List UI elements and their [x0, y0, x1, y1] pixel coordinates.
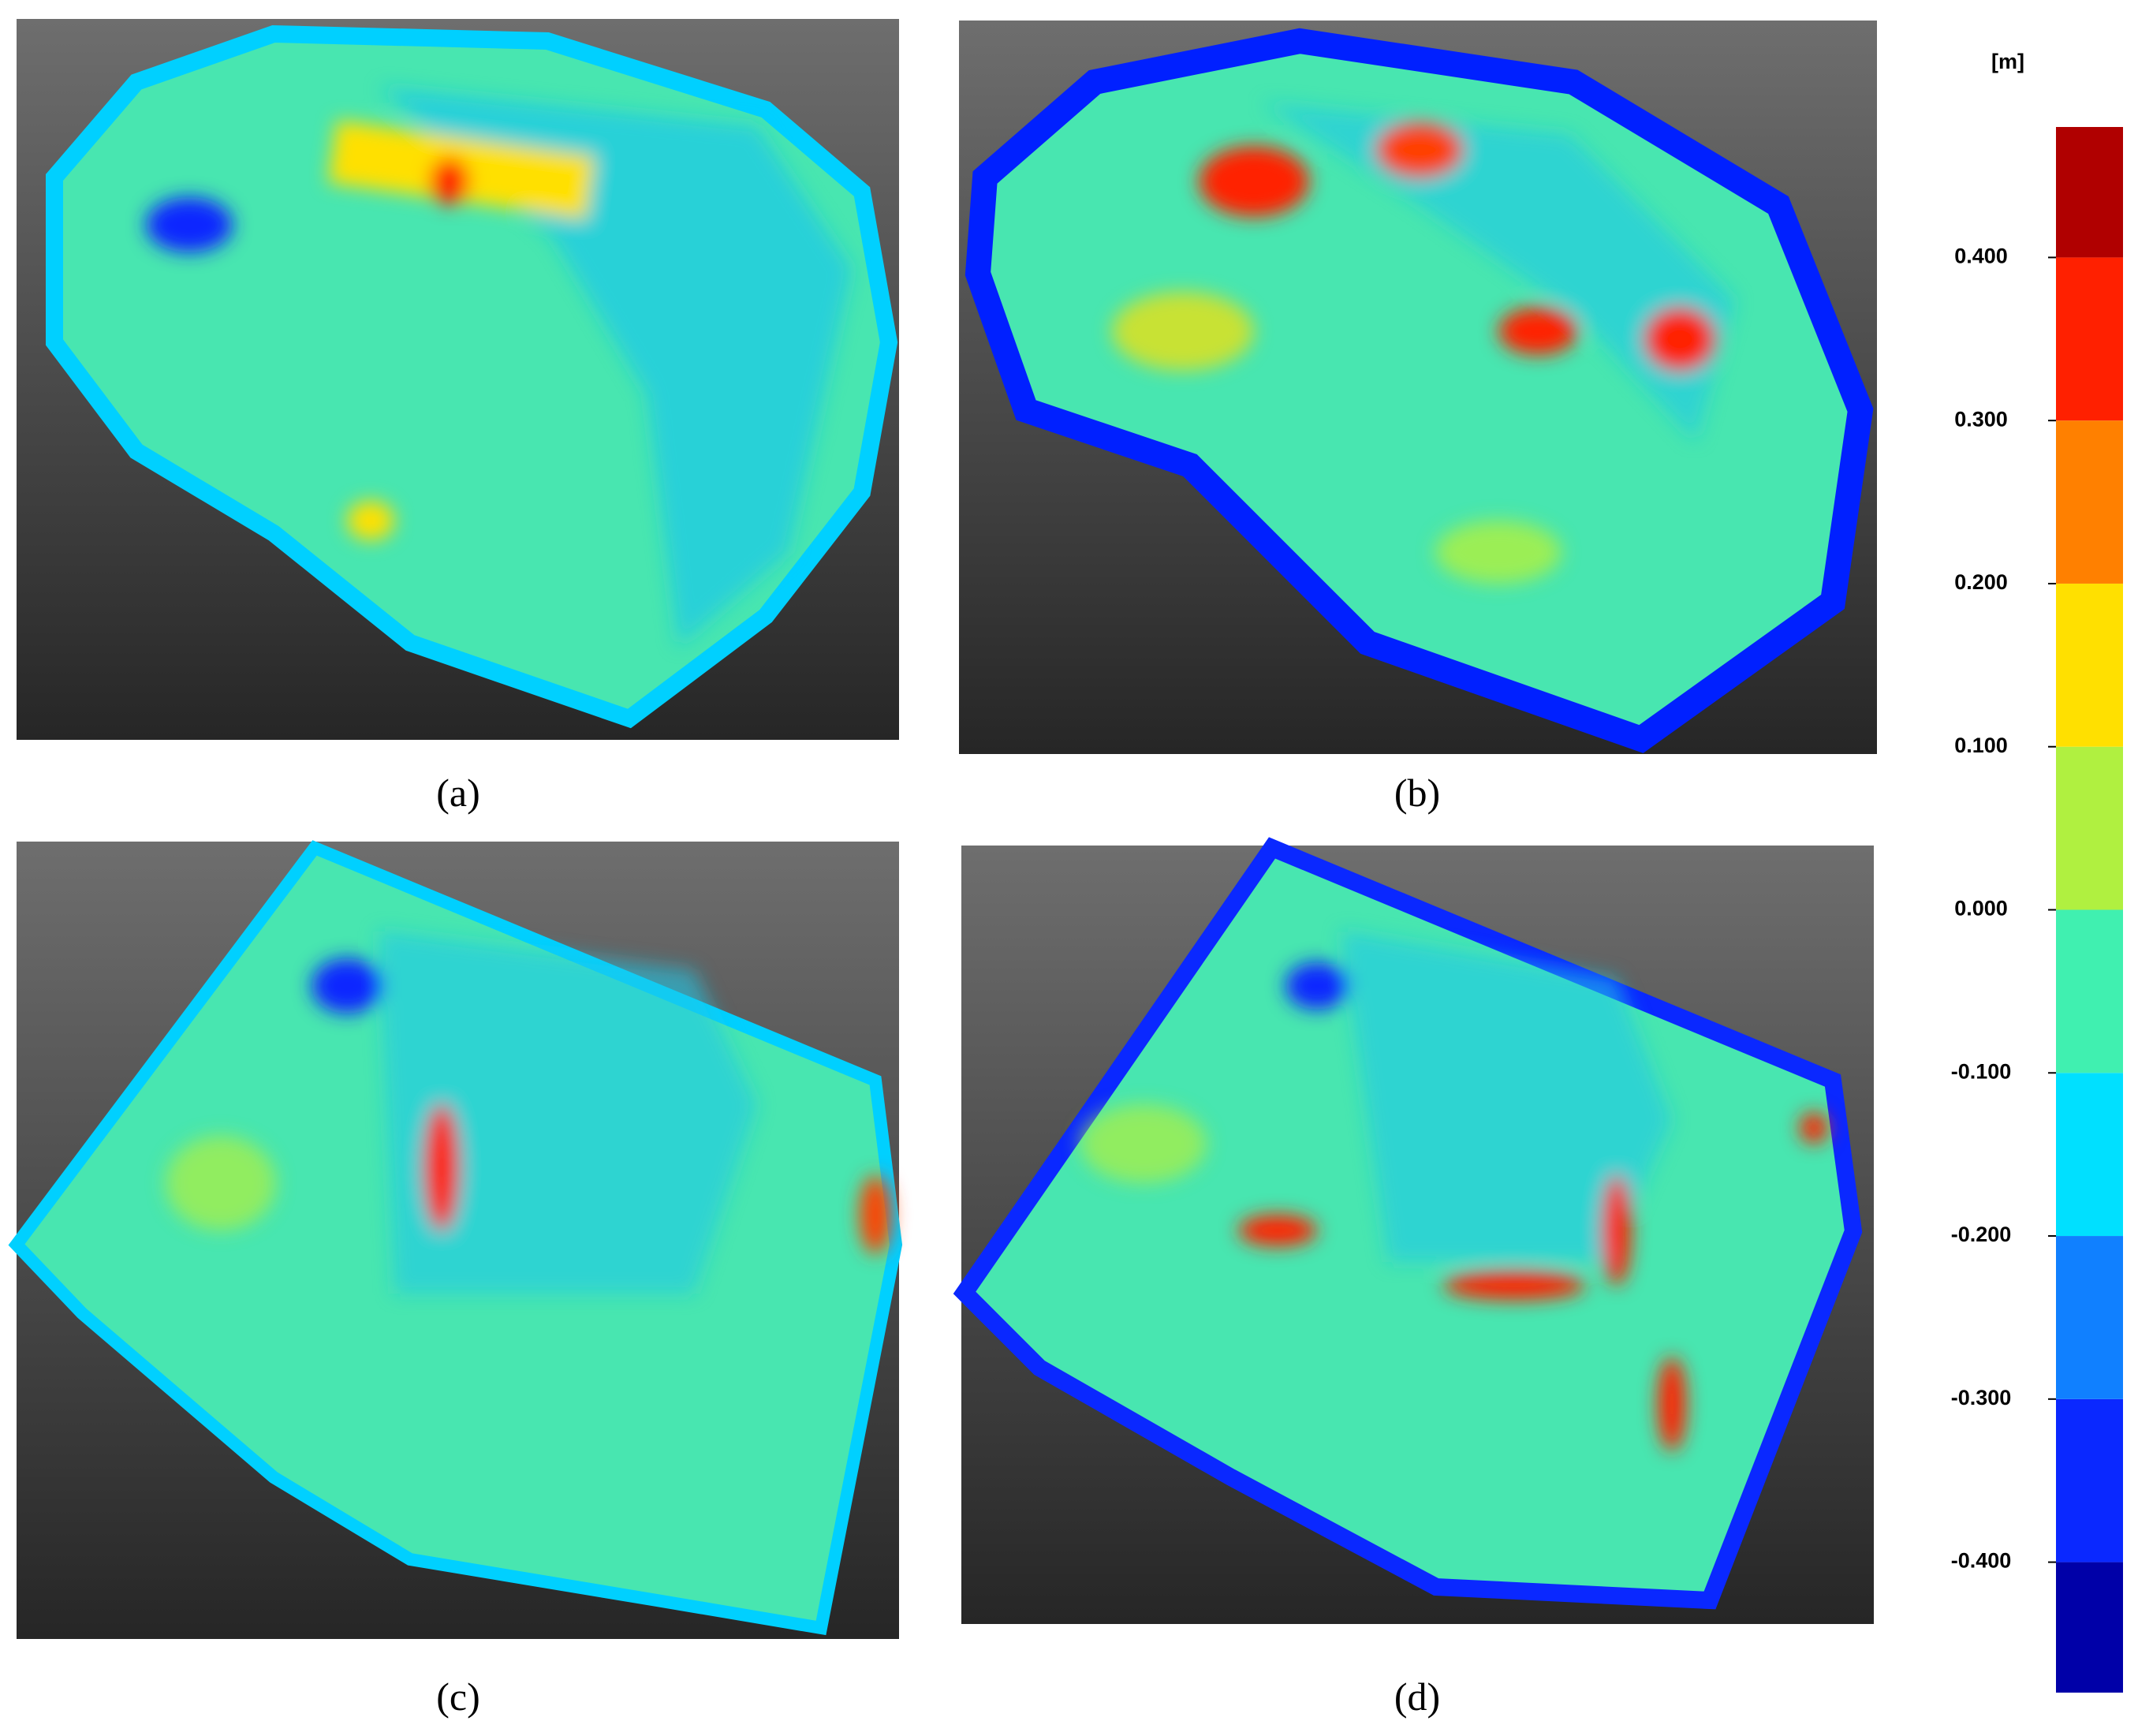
tick-label: 0.100	[1954, 734, 2008, 757]
panel-a	[17, 19, 899, 740]
color-band	[2056, 420, 2123, 584]
panel-label: (d)	[1394, 1674, 1440, 1719]
tick-label: 0.300	[1954, 407, 2008, 431]
deviation-patches	[1080, 931, 1828, 1451]
panel-d	[953, 837, 1874, 1624]
panel-b	[959, 21, 1877, 754]
panel-label: (b)	[1394, 771, 1440, 815]
panel-label: (a)	[436, 771, 480, 815]
tick-label: -0.300	[1951, 1386, 2012, 1409]
color-band	[2056, 746, 2123, 910]
deviation-patches	[166, 931, 891, 1294]
color-band	[2056, 257, 2123, 421]
color-band	[2056, 127, 2123, 258]
color-band	[2056, 1398, 2123, 1562]
color-band	[2056, 1562, 2123, 1693]
color-band	[2056, 1073, 2123, 1237]
color-band	[2056, 909, 2123, 1073]
tick-label: -0.400	[1951, 1549, 2012, 1573]
deviation-patches	[1112, 103, 1735, 584]
panel-c	[8, 840, 903, 1639]
tick-label: -0.200	[1951, 1223, 2012, 1246]
panel-label: (c)	[436, 1674, 480, 1719]
tick-label: -0.100	[1951, 1059, 2012, 1083]
tick-label: 0.200	[1954, 570, 2008, 594]
colorbar-unit: [m]	[1991, 50, 2024, 73]
tick-label: 0.000	[1954, 897, 2008, 920]
deviation-patches	[146, 87, 852, 647]
color-band	[2056, 583, 2123, 747]
colorbar: -0.400 -0.300 -0.200 -0.100 0.000 0.100 0.200 0…	[1951, 127, 2123, 1693]
tick-label: 0.400	[1954, 245, 2008, 268]
color-band	[2056, 1236, 2123, 1399]
